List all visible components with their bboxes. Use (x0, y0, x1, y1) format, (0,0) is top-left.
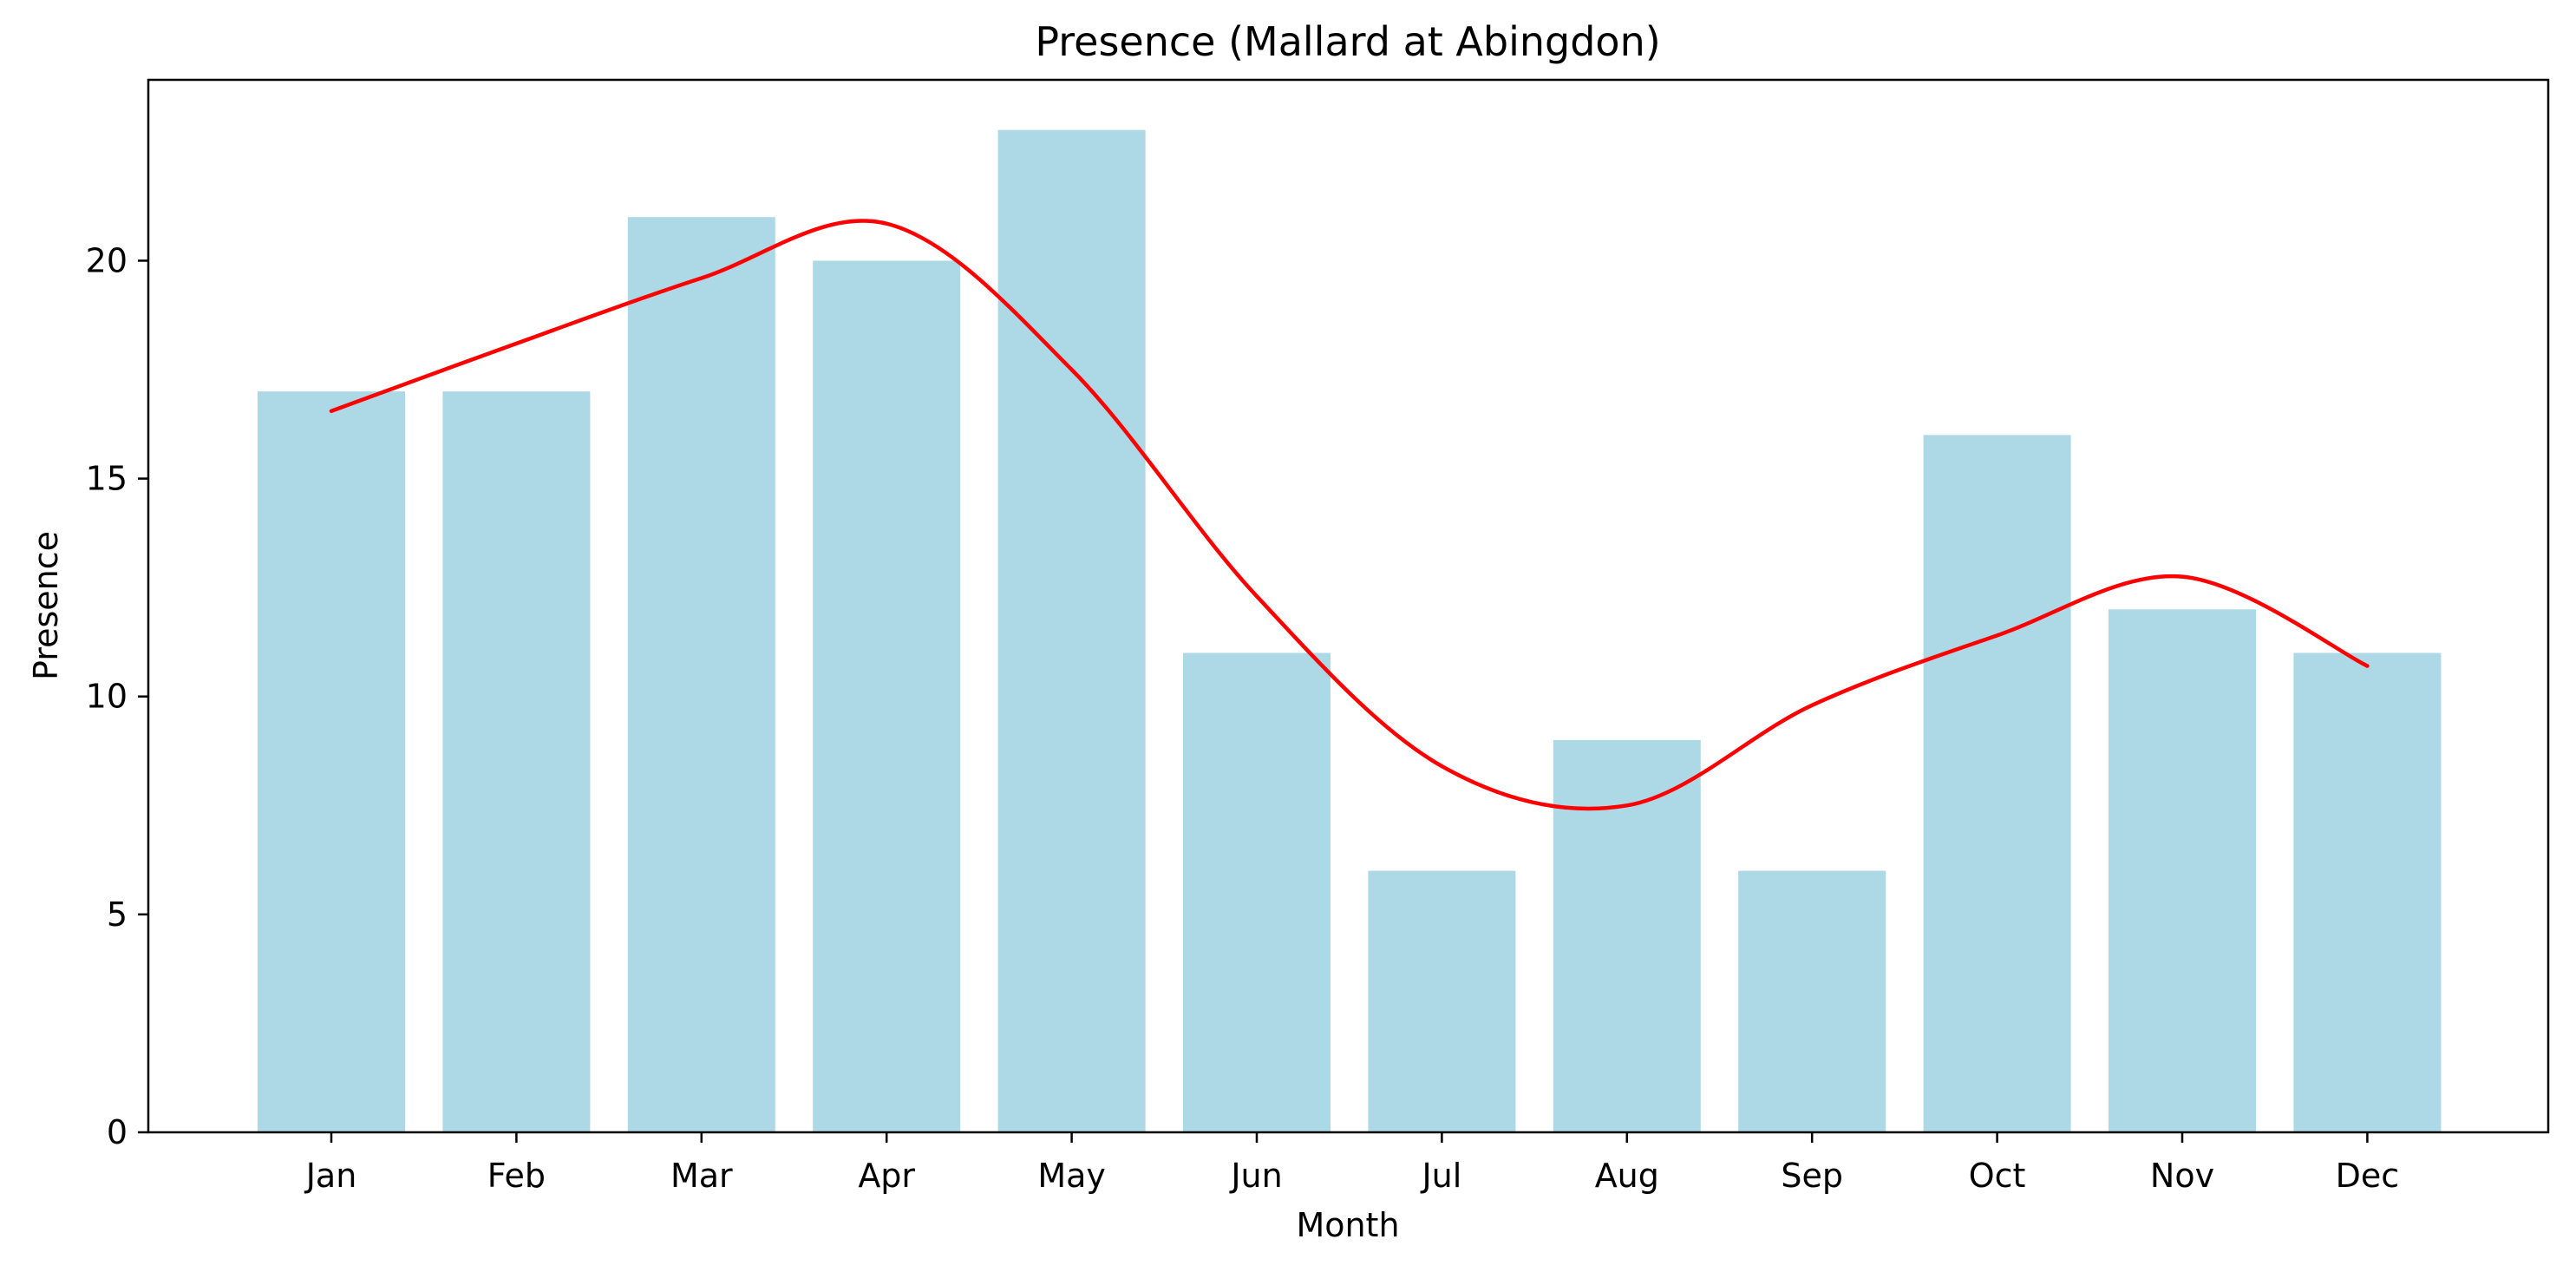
y-tick-label-5: 5 (107, 895, 127, 934)
x-tick-label-aug: Aug (1595, 1157, 1659, 1195)
chart-title: Presence (Mallard at Abingdon) (1035, 18, 1660, 65)
bar-may (997, 129, 1146, 1132)
y-tick-label-10: 10 (86, 678, 127, 716)
trend-line (329, 219, 2370, 811)
x-tick-label-apr: Apr (858, 1157, 915, 1195)
y-axis-ticks: 0 5 10 15 20 (86, 241, 148, 1151)
bar-oct (1923, 435, 2071, 1133)
x-tick-label-oct: Oct (1969, 1157, 2026, 1195)
bar-jan (258, 391, 405, 1132)
y-tick-label-20: 20 (86, 241, 127, 279)
x-tick-label-dec: Dec (2336, 1157, 2400, 1195)
y-tick-label-0: 0 (107, 1113, 127, 1151)
bar-sep (1738, 870, 1886, 1132)
bar-nov (2109, 609, 2256, 1132)
x-tick-label-sep: Sep (1781, 1157, 1843, 1195)
x-tick-label-mar: Mar (670, 1157, 733, 1195)
bar-jun (1183, 652, 1330, 1132)
bars (258, 129, 2442, 1133)
bar-apr (813, 260, 961, 1132)
y-tick-label-15: 15 (86, 460, 127, 498)
bar-aug (1553, 739, 1701, 1132)
x-tick-label-feb: Feb (487, 1157, 546, 1195)
x-axis-title: Month (1296, 1206, 1399, 1244)
bar-mar (627, 217, 775, 1132)
x-tick-label-jul: Jul (1420, 1157, 1461, 1195)
y-axis-title: Presence (27, 531, 65, 680)
bar-jul (1368, 870, 1516, 1132)
x-tick-label-jan: Jan (304, 1157, 357, 1195)
bar-feb (442, 391, 591, 1132)
x-axis-ticks: Jan Feb Mar Apr May Jun Jul Aug Sep Oct Nov Dec (304, 1132, 2399, 1195)
x-tick-label-nov: Nov (2150, 1157, 2214, 1195)
x-tick-label-jun: Jun (1229, 1157, 1282, 1195)
bar-dec (2293, 652, 2442, 1132)
x-tick-label-may: May (1037, 1157, 1106, 1195)
plot-frame (147, 78, 2550, 1134)
